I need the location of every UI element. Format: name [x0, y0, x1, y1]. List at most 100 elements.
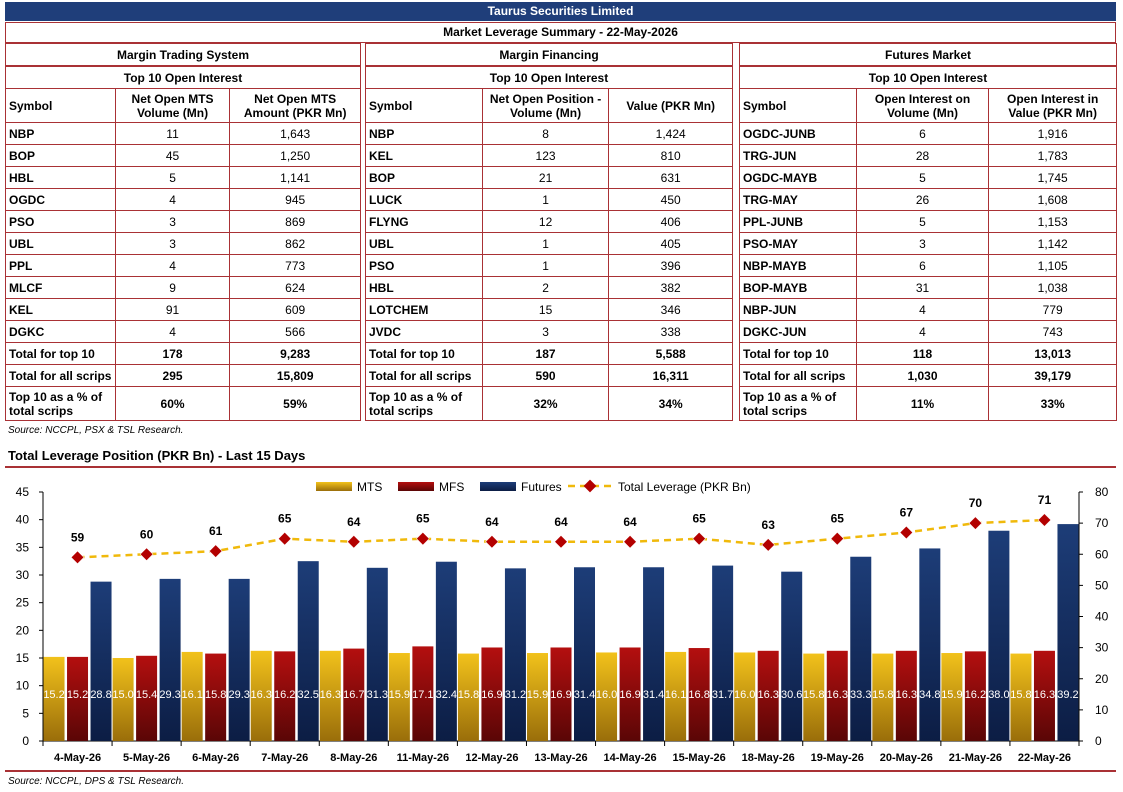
- cell-symbol: TRG-MAY: [739, 188, 857, 211]
- cell-symbol: NBP: [365, 122, 483, 145]
- table-row: DGKC-JUN 4 743: [739, 320, 1117, 343]
- y-tick-label-right: 40: [1095, 610, 1109, 624]
- y-tick-label-right: 70: [1095, 516, 1109, 530]
- cell-value: 1,153: [988, 210, 1117, 233]
- bar-data-label: 15.8: [458, 689, 479, 701]
- cell-value: 45: [114, 144, 231, 167]
- line-data-label: 60: [140, 527, 154, 541]
- cell-value: 945: [229, 188, 361, 211]
- total-value: 1,030: [855, 364, 990, 387]
- x-tick-label: 7-May-26: [261, 752, 308, 764]
- cell-value: 396: [608, 254, 733, 277]
- legend-futures-swatch: [480, 482, 516, 491]
- bar-data-label: 16.8: [688, 689, 709, 701]
- cell-symbol: PPL: [5, 254, 116, 277]
- total-row: Total for top 10 178 9,283: [5, 342, 361, 365]
- bar-mts: [112, 658, 134, 741]
- cell-value: 1,745: [988, 166, 1117, 189]
- table-row: UBL 3 862: [5, 232, 361, 255]
- bar-data-label: 15.8: [872, 689, 893, 701]
- y-tick-label-right: 10: [1095, 703, 1109, 717]
- bar-mfs: [343, 648, 365, 741]
- total-value: 60%: [114, 386, 231, 421]
- cell-value: 631: [608, 166, 733, 189]
- cell-value: 1,250: [229, 144, 361, 167]
- x-tick-label: 19-May-26: [811, 752, 864, 764]
- cell-value: 566: [229, 320, 361, 343]
- cell-value: 382: [608, 276, 733, 299]
- line-marker: [139, 547, 154, 561]
- x-tick-label: 18-May-26: [742, 752, 795, 764]
- x-tick-label: 14-May-26: [603, 752, 656, 764]
- cell-value: 6: [855, 254, 990, 277]
- cell-symbol: BOP: [5, 144, 116, 167]
- y-tick-label-left: 15: [16, 651, 30, 665]
- cell-symbol: TRG-JUN: [739, 144, 857, 167]
- bar-mfs: [205, 653, 227, 741]
- bar-data-label: 29.3: [228, 689, 249, 701]
- cell-value: 9: [114, 276, 231, 299]
- total-value: 11%: [855, 386, 990, 421]
- bar-futures: [1057, 524, 1079, 741]
- cell-symbol: OGDC-MAYB: [739, 166, 857, 189]
- line-marker: [416, 531, 430, 546]
- total-value: 13,013: [988, 342, 1117, 365]
- table-row: PPL 4 773: [5, 254, 361, 277]
- cell-value: 1,142: [988, 232, 1117, 255]
- total-label: Total for all scrips: [5, 364, 116, 387]
- cell-symbol: PSO-MAY: [739, 232, 857, 255]
- column-header: Net Open MTS Volume (Mn): [114, 88, 231, 123]
- bar-data-label: 16.7: [343, 689, 364, 701]
- line-data-label: 71: [1038, 493, 1052, 507]
- bar-data-label: 16.2: [274, 689, 295, 701]
- bar-futures: [159, 578, 181, 741]
- total-label: Total for top 10: [365, 342, 483, 365]
- table-row: OGDC 4 945: [5, 188, 361, 211]
- cell-value: 26: [855, 188, 990, 211]
- cell-value: 743: [988, 320, 1117, 343]
- total-value: 59%: [229, 386, 361, 421]
- column-header: Symbol: [739, 88, 857, 123]
- total-value: 39,179: [988, 364, 1117, 387]
- bar-mfs: [550, 647, 572, 741]
- bar-futures: [919, 548, 941, 741]
- bar-mfs: [1033, 650, 1055, 741]
- line-marker: [968, 516, 983, 530]
- panel-subtitle: Top 10 Open Interest: [365, 65, 733, 89]
- table-row: TRG-MAY 26 1,608: [739, 188, 1117, 211]
- table-row: DGKC 4 566: [5, 320, 361, 343]
- bar-futures: [988, 530, 1010, 741]
- cell-value: 8: [481, 122, 610, 145]
- cell-symbol: BOP-MAYB: [739, 276, 857, 299]
- cell-symbol: NBP: [5, 122, 116, 145]
- y-tick-label-left: 25: [16, 596, 30, 610]
- bar-data-label: 31.7: [712, 689, 733, 701]
- panel-title: Margin Trading System: [5, 43, 361, 67]
- cell-value: 1,608: [988, 188, 1117, 211]
- bar-mfs: [826, 650, 848, 741]
- bar-futures: [90, 581, 112, 741]
- mts-table: Margin Trading System Top 10 Open Interes…: [5, 43, 361, 421]
- total-row: Total for all scrips 1,030 39,179: [739, 364, 1117, 387]
- y-tick-label-right: 80: [1095, 485, 1109, 499]
- bar-data-label: 16.3: [827, 689, 848, 701]
- legend-mfs-swatch: [398, 482, 434, 491]
- line-data-label: 70: [969, 496, 983, 510]
- cell-value: 2: [481, 276, 610, 299]
- bar-data-label: 16.1: [181, 689, 202, 701]
- y-tick-label-right: 50: [1095, 578, 1109, 592]
- total-row: Total for top 10 187 5,588: [365, 342, 733, 365]
- bar-data-label: 30.6: [781, 689, 802, 701]
- leverage-chart: 0 5 10 15 20 25 30 35 40 45 0 10 20 30 40 50 60 70 80 4-May…: [16, 479, 1109, 764]
- panel-title: Futures Market: [739, 43, 1117, 67]
- cell-value: 4: [114, 188, 231, 211]
- x-tick-label: 11-May-26: [397, 752, 450, 764]
- report-subtitle: Market Leverage Summary - 22-May-2026: [5, 22, 1116, 43]
- bar-futures: [228, 578, 250, 741]
- report-title: Taurus Securities Limited: [5, 2, 1116, 21]
- line-marker: [347, 535, 361, 549]
- total-value: 33%: [988, 386, 1117, 421]
- bar-data-label: 31.4: [643, 689, 664, 701]
- cell-symbol: NBP-JUN: [739, 298, 857, 321]
- cell-symbol: UBL: [365, 232, 483, 255]
